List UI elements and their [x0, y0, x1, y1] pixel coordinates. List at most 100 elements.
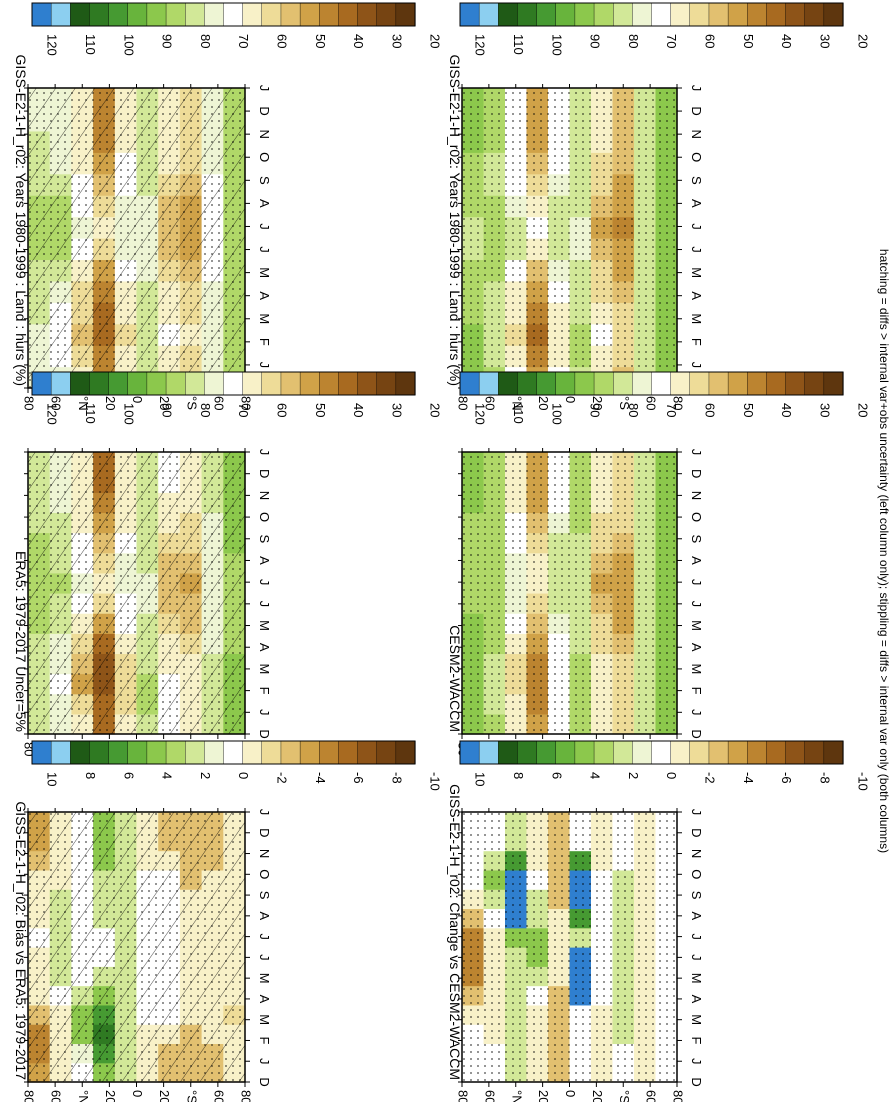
colorbar-tick-label: 50 — [741, 403, 756, 417]
colorbar-swatch — [395, 2, 416, 27]
month-label: O — [689, 152, 704, 162]
colorbar-swatch — [766, 740, 787, 765]
latitude-label: 60 — [49, 1090, 64, 1102]
latitude-label: °N — [76, 1090, 91, 1102]
colorbar-swatch — [319, 371, 339, 396]
month-label: J — [257, 85, 272, 92]
colorbar-swatch — [319, 740, 339, 765]
panel-title: CESM2-WACCM — [447, 625, 463, 732]
colorbar-swatch — [184, 2, 205, 27]
month-label: F — [689, 687, 704, 695]
month-label: M — [689, 620, 704, 631]
colorbar-swatch — [555, 740, 576, 765]
colorbar-tick-label: 110 — [511, 403, 526, 424]
colorbar-tick-label: 100 — [121, 403, 136, 425]
colorbar-swatch — [727, 2, 748, 27]
colorbar-tick-label: 30 — [389, 403, 404, 417]
colorbar-swatch — [280, 740, 301, 765]
latitude-label: 20 — [590, 1090, 605, 1102]
colorbar-swatch — [319, 2, 339, 27]
panel-middle-right: DJFMAMJJASONDJ8060°N20020°S6080CESM2-WAC… — [447, 448, 704, 757]
colorbar-tick-label: 50 — [313, 403, 328, 417]
colorbar-swatch — [747, 740, 767, 765]
colorbar-tick-label: 80 — [626, 34, 641, 48]
colorbar-tick-label: -10 — [856, 772, 871, 791]
colorbar-swatch — [823, 2, 844, 27]
colorbar-tick-label: 0 — [664, 772, 679, 779]
colorbar-swatch — [651, 2, 672, 27]
month-label: J — [689, 85, 704, 92]
colorbar-tick-label: 70 — [236, 34, 251, 48]
panel-top-left: DJFMAMJJASONDJ8060°N20020°S6080GISS-E2-1… — [13, 54, 272, 410]
colorbar-tick-label: -6 — [351, 772, 366, 784]
month-label: M — [689, 1014, 704, 1025]
colorbar-frame — [459, 371, 844, 396]
colorbar-swatch — [204, 2, 225, 27]
colorbar-swatch — [357, 740, 378, 765]
colorbar-swatch — [632, 740, 653, 765]
colorbar-swatch — [165, 2, 186, 27]
month-label: O — [257, 512, 272, 522]
latitude-label: 80 — [456, 1090, 471, 1102]
month-label: F — [689, 1036, 704, 1044]
panel-title: GISS-E2-1-H_r02: Years 1980-1999 : Land … — [447, 54, 463, 386]
colorbar-swatch — [727, 740, 748, 765]
colorbar-swatch — [70, 371, 91, 396]
colorbar-swatch — [261, 371, 282, 396]
month-label: N — [257, 491, 272, 500]
hatching-overlay — [28, 452, 245, 734]
colorbar-tick-label: 90 — [160, 403, 175, 417]
colorbar-swatch — [50, 2, 71, 27]
month-label: A — [257, 912, 272, 921]
colorbar-bottom-right: 10 8 6 4 2 0 -2 -4 -6 -8 -10 — [459, 740, 871, 791]
colorbar-swatch — [357, 2, 378, 27]
month-label: J — [257, 246, 272, 253]
colorbar-tick-label: 110 — [511, 34, 526, 55]
month-label: J — [689, 1058, 704, 1065]
colorbar-tick-label: 80 — [198, 34, 213, 48]
colorbar-tick-label: -10 — [428, 772, 443, 791]
colorbar-swatch — [299, 740, 320, 765]
colorbar-swatch — [242, 371, 263, 396]
colorbar-swatch — [204, 371, 225, 396]
colorbar-swatch — [395, 371, 416, 396]
colorbar-swatch — [31, 740, 52, 765]
colorbar-swatch — [376, 740, 397, 765]
colorbar-swatch — [632, 2, 653, 27]
month-label: N — [257, 129, 272, 138]
colorbar-tick-label: 60 — [275, 34, 290, 48]
month-label: F — [689, 338, 704, 346]
colorbar-tick-label: 20 — [856, 34, 871, 48]
colorbar-swatch — [708, 2, 729, 27]
colorbar-tick-label: 110 — [83, 403, 98, 424]
colorbar-swatch — [747, 2, 767, 27]
month-label: J — [689, 954, 704, 961]
colorbar-tick-label: 50 — [741, 34, 756, 48]
colorbar-tick-label: 2 — [626, 772, 641, 779]
latitude-label: °N — [509, 396, 524, 411]
colorbar-swatch — [651, 740, 672, 765]
month-label: J — [689, 601, 704, 608]
month-label: N — [689, 129, 704, 138]
colorbar-tick-label: 110 — [83, 34, 98, 55]
colorbar-tick-label: 70 — [664, 403, 679, 417]
colorbar-frame — [31, 740, 416, 765]
colorbar-tick-label: 90 — [588, 403, 603, 417]
colorbar-swatch — [689, 371, 710, 396]
colorbar-top-left: 120 110 100 90 80 70 60 50 40 30 20 — [31, 2, 443, 56]
month-label: M — [257, 973, 272, 984]
colorbar-swatch — [50, 371, 71, 396]
colorbar-tick-label: 20 — [428, 34, 443, 48]
colorbar-tick-label: 4 — [588, 772, 603, 779]
colorbar-swatch — [70, 2, 91, 27]
colorbar-tick-label: 8 — [511, 772, 526, 779]
latitude-label: 20 — [536, 396, 551, 410]
colorbar-tick-label: 120 — [45, 34, 60, 56]
month-label: M — [689, 313, 704, 324]
colorbar-tick-label: 100 — [549, 403, 564, 425]
latitude-label: 0 — [563, 396, 578, 403]
colorbar-tick-label: 10 — [473, 772, 488, 786]
month-label: J — [689, 933, 704, 940]
latitude-label: 60 — [482, 396, 497, 410]
colorbar-swatch — [689, 2, 710, 27]
